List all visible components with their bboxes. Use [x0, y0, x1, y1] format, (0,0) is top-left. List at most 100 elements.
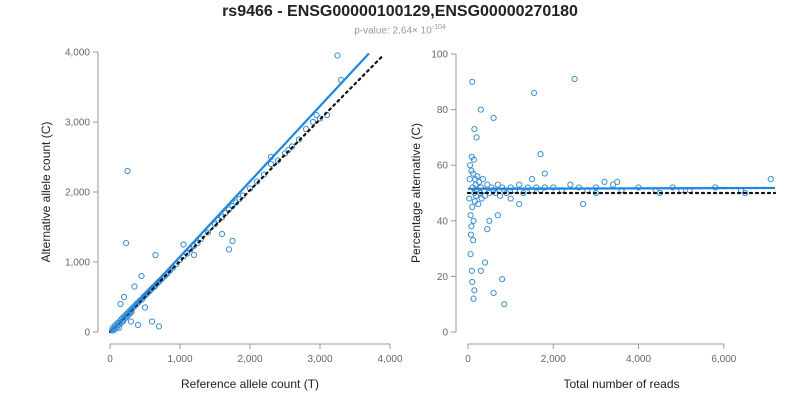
data-point — [524, 184, 531, 191]
x-tick-label: 6,000 — [711, 354, 736, 365]
data-point — [148, 318, 156, 325]
data-point — [520, 189, 527, 197]
data-point — [530, 89, 538, 97]
data-point — [141, 304, 149, 311]
data-point — [116, 324, 123, 331]
data-point — [507, 184, 514, 191]
chart-title: rs9466 - ENSG00000100129,ENSG00000270180 — [222, 3, 578, 20]
data-point — [120, 293, 128, 301]
data-point — [470, 156, 478, 163]
data-point — [507, 195, 514, 202]
x-tick-label: 0 — [107, 354, 113, 365]
data-point — [180, 241, 187, 248]
data-point — [313, 111, 320, 119]
data-point — [471, 198, 478, 205]
y-tick-label: 1,000 — [65, 258, 90, 269]
data-point — [466, 176, 473, 183]
data-point — [481, 259, 489, 266]
data-point — [742, 189, 749, 197]
data-point — [316, 115, 324, 122]
data-point — [486, 217, 493, 224]
fit-line — [467, 186, 776, 190]
data-point — [334, 52, 341, 59]
data-point — [484, 226, 491, 233]
data-point — [302, 125, 310, 133]
data-point — [550, 184, 557, 191]
reference-line — [108, 54, 385, 334]
data-point — [467, 162, 474, 169]
y-axis-title: Percentage alternative (C) — [409, 123, 423, 263]
x-tick-label: 4,000 — [377, 354, 402, 365]
data-point — [123, 240, 130, 247]
data-point — [134, 321, 142, 329]
y-tick-label: 40 — [437, 216, 449, 227]
data-point — [490, 289, 497, 297]
data-point — [571, 75, 578, 83]
data-point — [541, 184, 548, 191]
data-point — [138, 272, 145, 280]
y-tick-label: 2,000 — [65, 188, 90, 199]
data-point — [477, 106, 484, 113]
data-point — [267, 160, 275, 168]
data-point — [467, 231, 475, 238]
data-point — [190, 251, 198, 259]
data-point — [494, 212, 501, 219]
data-point — [580, 201, 587, 208]
data-point — [533, 184, 540, 191]
data-point — [218, 230, 226, 238]
data-point — [309, 118, 317, 126]
data-point — [470, 295, 477, 302]
data-point — [501, 301, 508, 308]
data-point — [468, 223, 475, 230]
data-point — [131, 283, 138, 290]
x-tick-label: 4,000 — [626, 354, 651, 365]
data-point — [474, 173, 481, 180]
x-axis-title: Reference allele count (T) — [181, 377, 319, 391]
y-tick-label: 3,000 — [65, 118, 90, 129]
y-tick-label: 0 — [442, 328, 448, 339]
data-point — [767, 176, 774, 183]
data-point — [475, 201, 482, 208]
data-point — [124, 167, 131, 175]
data-point — [541, 170, 548, 177]
data-point — [466, 195, 473, 202]
y-axis-title: Alternative allele count (C) — [39, 122, 53, 263]
y-tick-label: 0 — [84, 328, 90, 339]
data-point — [152, 251, 159, 259]
y-tick-label: 100 — [431, 50, 448, 61]
data-point — [478, 195, 485, 202]
chart-right-panel: 0 2,000 4,000 6,000 0 20 40 60 80 100 Total number… — [409, 50, 777, 391]
data-point — [197, 235, 205, 242]
data-point — [155, 323, 163, 330]
y-tick-label: 60 — [437, 161, 449, 172]
data-point — [473, 134, 480, 141]
chart-subtitle: p-value: 2.64× 10-104 — [0, 24, 800, 36]
data-point — [467, 212, 474, 219]
data-point — [204, 229, 212, 236]
x-tick-label: 3,000 — [307, 354, 332, 365]
data-point — [225, 246, 233, 253]
data-point — [470, 237, 477, 244]
data-point — [469, 78, 476, 85]
data-point — [484, 181, 491, 188]
fit-line — [109, 52, 370, 333]
data-point — [117, 300, 124, 308]
data-point — [477, 267, 484, 274]
x-tick-label: 2,000 — [541, 354, 566, 365]
data-point — [471, 125, 478, 133]
data-point — [183, 250, 191, 257]
x-axis-title: Total number of reads — [563, 377, 679, 391]
data-point — [467, 251, 474, 258]
y-tick-label: 4,000 — [65, 48, 90, 59]
data-point — [469, 278, 476, 286]
x-tick-label: 0 — [465, 354, 471, 365]
data-point — [470, 170, 477, 177]
data-point — [471, 287, 478, 294]
data-point — [469, 203, 476, 210]
data-point — [490, 114, 497, 122]
data-point — [479, 176, 487, 183]
y-tick-label: 20 — [437, 272, 449, 283]
data-point — [614, 178, 621, 185]
data-point — [609, 181, 617, 188]
